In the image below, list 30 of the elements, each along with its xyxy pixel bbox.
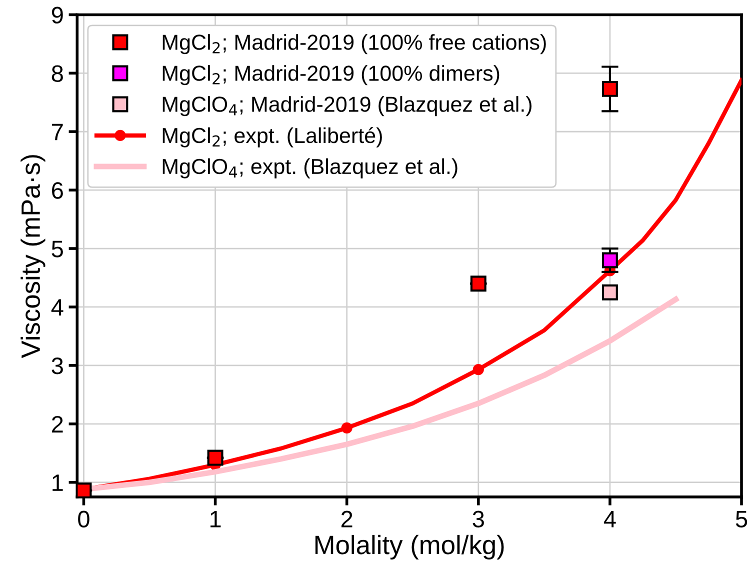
- legend-label: MgCl$_{2}$; Madrid-2019 (100% dimers): [162, 65, 500, 86]
- point: [472, 364, 484, 376]
- legend-label: MgCl$_{2}$; Madrid-2019 (100% free cations): [162, 34, 546, 54]
- y-tick-label: 5: [52, 240, 63, 258]
- y-tick-label: 8: [52, 65, 63, 82]
- x-tick-label: 3: [472, 510, 484, 528]
- x-tick-label: 2: [341, 510, 352, 528]
- x-tick-label: 4: [604, 511, 616, 528]
- x-tick-label: 5: [736, 511, 748, 528]
- point: [602, 80, 618, 97]
- legend-label: MgClO$_{4}$; expt. (Blazquez et al.): [162, 158, 458, 178]
- y-tick-label: 4: [51, 299, 64, 316]
- legend-label: MgCl$_{2}$; expt. (Laliberté): [162, 127, 382, 148]
- x-axis-title: Molality (mol/kg): [315, 534, 504, 560]
- point: [602, 252, 618, 268]
- y-tick-label: 9: [52, 6, 63, 24]
- y-tick-label: 7: [52, 124, 63, 140]
- x-tick-label: 1: [210, 511, 221, 528]
- y-tick-label: 6: [52, 182, 63, 199]
- y-tick-label: 2: [52, 416, 63, 432]
- point: [341, 422, 352, 434]
- legend-label: MgClO$_{4}$; Madrid-2019 (Blazquez et al.): [162, 96, 532, 116]
- point: [207, 450, 224, 466]
- y-tick-label: 3: [52, 358, 63, 374]
- point: [77, 482, 92, 497]
- x-tick-label: 0: [78, 510, 90, 528]
- point: [602, 284, 618, 300]
- y-tick-label: 1: [52, 474, 63, 491]
- point: [470, 276, 486, 292]
- y-axis-title: Viscosity (mPa·s): [20, 155, 46, 358]
